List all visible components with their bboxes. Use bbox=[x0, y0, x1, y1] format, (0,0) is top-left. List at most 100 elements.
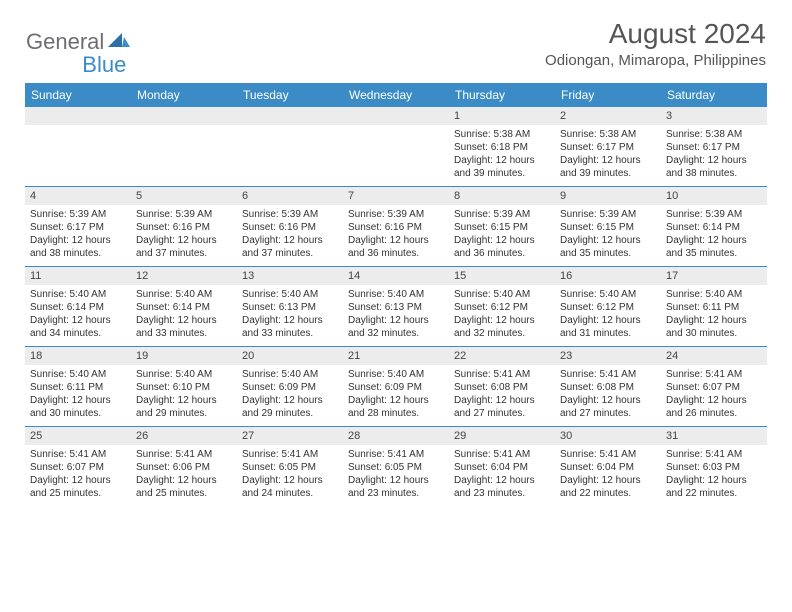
day-number: 5 bbox=[131, 187, 237, 205]
day-dl1: Daylight: 12 hours bbox=[348, 474, 444, 487]
day-ss: Sunset: 6:12 PM bbox=[560, 301, 656, 314]
day-number: 21 bbox=[343, 347, 449, 365]
week-detail-row: Sunrise: 5:38 AMSunset: 6:18 PMDaylight:… bbox=[25, 125, 767, 187]
day-sr: Sunrise: 5:40 AM bbox=[30, 368, 126, 381]
day-sr: Sunrise: 5:39 AM bbox=[454, 208, 550, 221]
day-dl2: and 22 minutes. bbox=[560, 487, 656, 500]
day-sr: Sunrise: 5:40 AM bbox=[560, 288, 656, 301]
day-detail: Sunrise: 5:39 AMSunset: 6:14 PMDaylight:… bbox=[661, 205, 767, 267]
day-number: 18 bbox=[25, 347, 131, 365]
day-sr: Sunrise: 5:40 AM bbox=[454, 288, 550, 301]
day-number: 17 bbox=[661, 267, 767, 285]
day-ss: Sunset: 6:11 PM bbox=[30, 381, 126, 394]
day-sr: Sunrise: 5:40 AM bbox=[242, 288, 338, 301]
day-dl1: Daylight: 12 hours bbox=[666, 394, 762, 407]
day-number: 4 bbox=[25, 187, 131, 205]
day-detail: Sunrise: 5:41 AMSunset: 6:08 PMDaylight:… bbox=[449, 365, 555, 427]
day-detail: Sunrise: 5:39 AMSunset: 6:15 PMDaylight:… bbox=[555, 205, 661, 267]
day-ss: Sunset: 6:03 PM bbox=[666, 461, 762, 474]
day-dl2: and 38 minutes. bbox=[666, 167, 762, 180]
day-ss: Sunset: 6:13 PM bbox=[348, 301, 444, 314]
dow-saturday: Saturday bbox=[661, 83, 767, 107]
day-detail: Sunrise: 5:38 AMSunset: 6:17 PMDaylight:… bbox=[555, 125, 661, 187]
day-number: 23 bbox=[555, 347, 661, 365]
day-detail: Sunrise: 5:41 AMSunset: 6:07 PMDaylight:… bbox=[661, 365, 767, 427]
logo: General Blue bbox=[26, 18, 126, 66]
day-detail: Sunrise: 5:41 AMSunset: 6:05 PMDaylight:… bbox=[237, 445, 343, 506]
day-number: 2 bbox=[555, 107, 661, 125]
day-detail: Sunrise: 5:41 AMSunset: 6:03 PMDaylight:… bbox=[661, 445, 767, 506]
day-ss: Sunset: 6:09 PM bbox=[348, 381, 444, 394]
day-detail bbox=[237, 125, 343, 187]
day-dl2: and 22 minutes. bbox=[666, 487, 762, 500]
day-dl2: and 32 minutes. bbox=[348, 327, 444, 340]
day-dl1: Daylight: 12 hours bbox=[454, 474, 550, 487]
dow-friday: Friday bbox=[555, 83, 661, 107]
day-ss: Sunset: 6:14 PM bbox=[136, 301, 232, 314]
day-dl1: Daylight: 12 hours bbox=[348, 394, 444, 407]
day-dl2: and 39 minutes. bbox=[560, 167, 656, 180]
day-ss: Sunset: 6:16 PM bbox=[242, 221, 338, 234]
location-text: Odiongan, Mimaropa, Philippines bbox=[545, 52, 766, 69]
day-detail bbox=[25, 125, 131, 187]
day-dl2: and 23 minutes. bbox=[454, 487, 550, 500]
day-detail: Sunrise: 5:38 AMSunset: 6:18 PMDaylight:… bbox=[449, 125, 555, 187]
day-number: 31 bbox=[661, 427, 767, 445]
day-sr: Sunrise: 5:39 AM bbox=[666, 208, 762, 221]
day-dl1: Daylight: 12 hours bbox=[348, 234, 444, 247]
day-ss: Sunset: 6:14 PM bbox=[30, 301, 126, 314]
day-dl2: and 33 minutes. bbox=[242, 327, 338, 340]
day-number: 12 bbox=[131, 267, 237, 285]
day-dl2: and 29 minutes. bbox=[136, 407, 232, 420]
day-dl2: and 35 minutes. bbox=[560, 247, 656, 260]
day-ss: Sunset: 6:08 PM bbox=[560, 381, 656, 394]
day-detail: Sunrise: 5:41 AMSunset: 6:08 PMDaylight:… bbox=[555, 365, 661, 427]
day-number: 26 bbox=[131, 427, 237, 445]
day-dl2: and 28 minutes. bbox=[348, 407, 444, 420]
day-dl2: and 25 minutes. bbox=[30, 487, 126, 500]
day-number: 14 bbox=[343, 267, 449, 285]
day-number bbox=[25, 107, 131, 125]
day-dl2: and 36 minutes. bbox=[348, 247, 444, 260]
day-number: 6 bbox=[237, 187, 343, 205]
day-dl1: Daylight: 12 hours bbox=[560, 234, 656, 247]
day-sr: Sunrise: 5:40 AM bbox=[242, 368, 338, 381]
day-ss: Sunset: 6:10 PM bbox=[136, 381, 232, 394]
day-dl1: Daylight: 12 hours bbox=[666, 474, 762, 487]
day-dl2: and 29 minutes. bbox=[242, 407, 338, 420]
day-detail: Sunrise: 5:39 AMSunset: 6:16 PMDaylight:… bbox=[343, 205, 449, 267]
day-number: 7 bbox=[343, 187, 449, 205]
day-sr: Sunrise: 5:39 AM bbox=[560, 208, 656, 221]
day-dl2: and 26 minutes. bbox=[666, 407, 762, 420]
day-dl2: and 32 minutes. bbox=[454, 327, 550, 340]
day-dl2: and 27 minutes. bbox=[560, 407, 656, 420]
day-sr: Sunrise: 5:38 AM bbox=[454, 128, 550, 141]
day-sr: Sunrise: 5:38 AM bbox=[666, 128, 762, 141]
day-detail: Sunrise: 5:40 AMSunset: 6:09 PMDaylight:… bbox=[237, 365, 343, 427]
day-sr: Sunrise: 5:40 AM bbox=[348, 288, 444, 301]
day-number: 28 bbox=[343, 427, 449, 445]
day-dl2: and 30 minutes. bbox=[30, 407, 126, 420]
day-detail: Sunrise: 5:41 AMSunset: 6:06 PMDaylight:… bbox=[131, 445, 237, 506]
day-detail: Sunrise: 5:40 AMSunset: 6:12 PMDaylight:… bbox=[555, 285, 661, 347]
day-dl2: and 34 minutes. bbox=[30, 327, 126, 340]
day-dl2: and 33 minutes. bbox=[136, 327, 232, 340]
day-dl1: Daylight: 12 hours bbox=[242, 314, 338, 327]
day-number: 25 bbox=[25, 427, 131, 445]
day-detail: Sunrise: 5:39 AMSunset: 6:16 PMDaylight:… bbox=[237, 205, 343, 267]
day-sr: Sunrise: 5:41 AM bbox=[30, 448, 126, 461]
day-dl2: and 31 minutes. bbox=[560, 327, 656, 340]
day-dl2: and 35 minutes. bbox=[666, 247, 762, 260]
day-number: 3 bbox=[661, 107, 767, 125]
day-ss: Sunset: 6:05 PM bbox=[242, 461, 338, 474]
day-dl1: Daylight: 12 hours bbox=[30, 234, 126, 247]
day-ss: Sunset: 6:04 PM bbox=[560, 461, 656, 474]
week-daynum-row: 18192021222324 bbox=[25, 347, 767, 365]
day-number: 9 bbox=[555, 187, 661, 205]
day-detail: Sunrise: 5:40 AMSunset: 6:13 PMDaylight:… bbox=[343, 285, 449, 347]
day-detail: Sunrise: 5:39 AMSunset: 6:17 PMDaylight:… bbox=[25, 205, 131, 267]
day-ss: Sunset: 6:05 PM bbox=[348, 461, 444, 474]
day-sr: Sunrise: 5:41 AM bbox=[454, 368, 550, 381]
day-dl2: and 37 minutes. bbox=[242, 247, 338, 260]
day-dl2: and 39 minutes. bbox=[454, 167, 550, 180]
